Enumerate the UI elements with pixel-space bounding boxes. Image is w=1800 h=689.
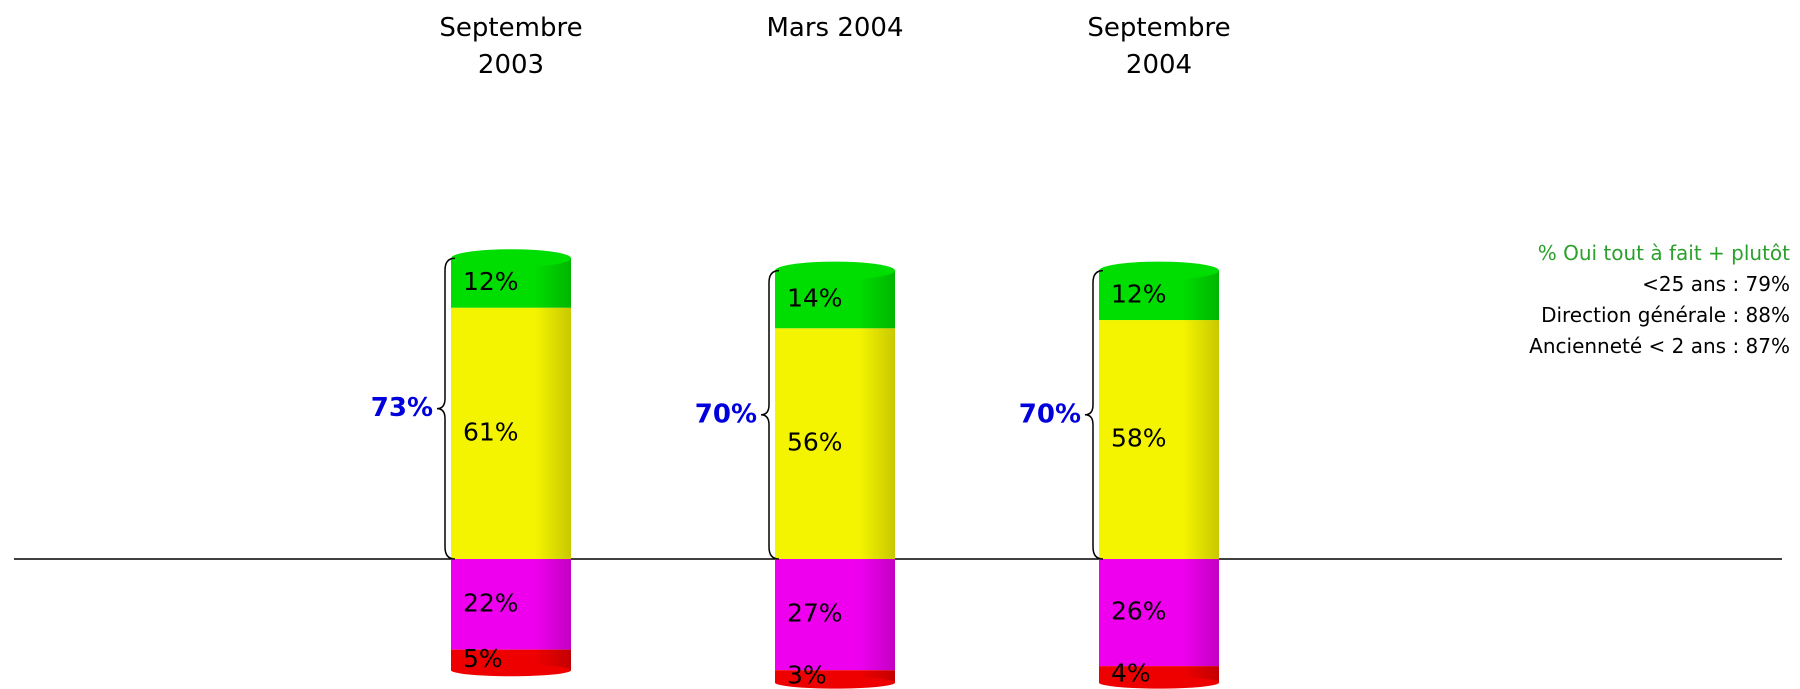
value-label: 56% [787,428,843,457]
value-label: 26% [1111,597,1167,626]
category-label: Mars 2004 [766,13,904,43]
total-label: 70% [695,399,757,429]
bar-shade [451,559,571,650]
value-label: 14% [787,283,843,312]
bar-shade [1099,559,1219,667]
bar-shade [1099,320,1219,559]
bar-cap [775,261,895,280]
value-label: 27% [787,599,843,628]
value-label: 58% [1111,424,1167,453]
note-line: <25 ans : 79% [1642,272,1790,296]
category-label: Septembre 2003 [439,13,583,80]
bar-bottom [451,664,571,677]
note: % Oui tout à fait + plutôt <25 ans : 79%… [1529,238,1790,362]
value-label: 3% [787,660,827,689]
bar-cap [1099,261,1219,280]
total-label: 70% [1019,399,1081,429]
value-label: 22% [463,588,519,617]
value-label: 12% [1111,279,1167,308]
bar-bottom [775,676,895,689]
brace [436,257,456,560]
note-line: Direction générale : 88% [1541,303,1790,327]
bar-cap [451,249,571,268]
total-label: 73% [371,393,433,423]
note-line: Ancienneté < 2 ans : 87% [1529,334,1790,358]
value-label: 61% [463,417,519,446]
value-label: 5% [463,644,503,673]
value-label: 12% [463,267,519,296]
bar-bottom [1099,676,1219,689]
category-label: Septembre 2004 [1087,13,1231,80]
bar-shade [775,559,895,671]
bar-shade [451,307,571,559]
value-label: 4% [1111,658,1151,687]
brace [1084,269,1104,560]
brace [760,269,780,560]
bar-shade [775,270,895,329]
note-title: % Oui tout à fait + plutôt [1537,241,1790,265]
bar-shade [775,328,895,559]
